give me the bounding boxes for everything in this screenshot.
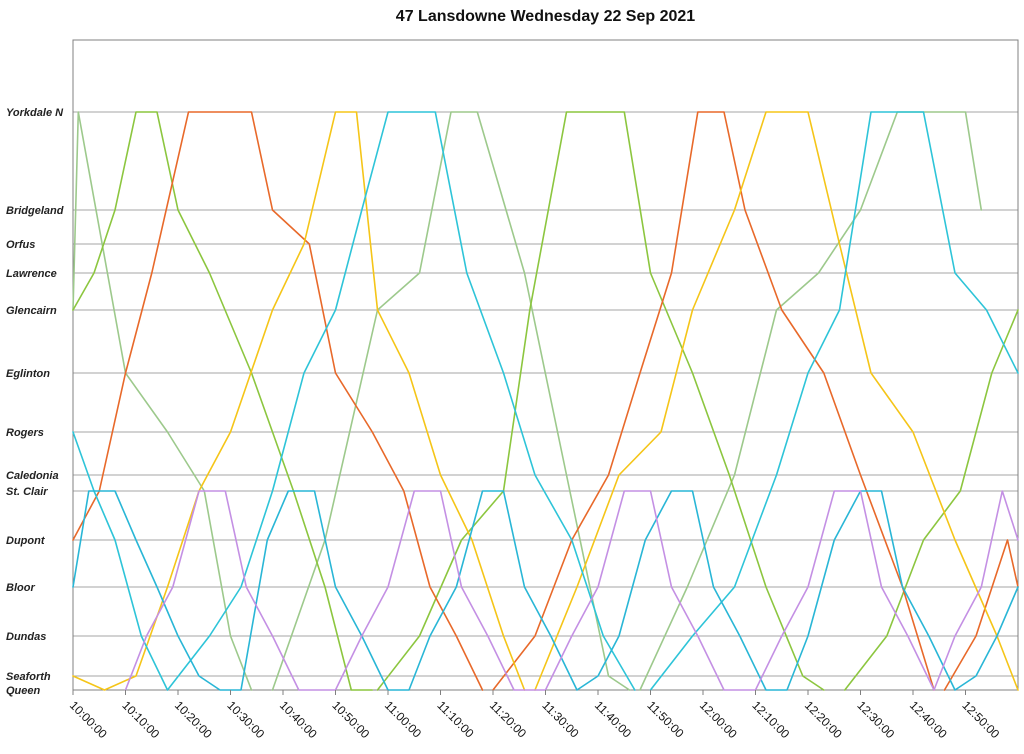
x-tick-label: 11:50:00 — [644, 698, 687, 741]
x-tick-label: 12:40:00 — [907, 698, 950, 741]
stop-label-glencairn: Glencairn — [6, 305, 57, 317]
x-tick-label: 11:30:00 — [539, 698, 582, 741]
stop-label-seaforth: Seaforth — [6, 671, 51, 683]
stop-label-rogers: Rogers — [6, 427, 44, 439]
stop-label-queen: Queen — [6, 685, 41, 697]
x-tick-label: 10:20:00 — [172, 698, 215, 741]
stop-labels: Yorkdale N Bridgeland Orfus Lawrence Glencai… — [6, 107, 64, 697]
vehicle-trip-line-6 — [844, 309, 1019, 691]
vehicle-trip-line-9 — [943, 539, 1019, 691]
vehicle-trip-line-7 — [72, 111, 484, 691]
stop-label-eglinton: Eglinton — [6, 368, 50, 380]
stop-label-orfus: Orfus — [6, 239, 35, 251]
x-tick-label: 10:30:00 — [224, 698, 267, 741]
x-tick-label: 12:50:00 — [959, 698, 1002, 741]
x-tick-label: 12:30:00 — [854, 698, 897, 741]
stop-label-dupont: Dupont — [6, 535, 46, 547]
stop-label-dundas: Dundas — [6, 631, 46, 643]
stop-label-lawrence: Lawrence — [6, 268, 57, 280]
stop-label-yorkdale-n: Yorkdale N — [6, 107, 64, 119]
vehicle-trip-line-8 — [492, 111, 935, 691]
vehicle-trip-line-4 — [72, 111, 374, 691]
vehicle-trip-line-3 — [639, 111, 983, 691]
vehicle-trip-line-11 — [534, 111, 1019, 691]
vehicle-trip-line-5 — [376, 111, 825, 691]
stop-label-st-clair: St. Clair — [6, 486, 48, 498]
x-tick-label: 12:10:00 — [749, 698, 792, 741]
gridlines — [73, 111, 1018, 677]
chart-title: 47 Lansdowne Wednesday 22 Sep 2021 — [395, 8, 696, 25]
stop-label-bridgeland: Bridgeland — [6, 205, 64, 217]
vehicle-trip-line-15 — [124, 490, 1019, 691]
x-tick-label: 10:10:00 — [119, 698, 162, 741]
vehicle-trip-line-2 — [271, 111, 631, 691]
x-tick-label: 11:20:00 — [487, 698, 530, 741]
x-tick-label: 10:40:00 — [277, 698, 320, 741]
vehicle-trip-line-10 — [72, 111, 526, 691]
vehicle-trip-line-13 — [649, 111, 1019, 691]
x-tick-label: 12:00:00 — [697, 698, 740, 741]
x-tick-label: 10:00:00 — [67, 698, 110, 741]
x-tick-label: 12:20:00 — [802, 698, 845, 741]
x-tick-label: 10:50:00 — [329, 698, 372, 741]
stop-label-caledonia: Caledonia — [6, 470, 59, 482]
x-tick-labels: 10:00:00 10:10:00 10:20:00 10:30:00 10:40:00… — [67, 690, 1003, 741]
vehicle-trip-line-1 — [72, 111, 253, 691]
stop-label-bloor: Bloor — [6, 582, 35, 594]
plot-area-border — [72, 39, 1019, 691]
series-group — [72, 111, 1019, 691]
x-tick-label: 11:00:00 — [382, 698, 425, 741]
vehicle-trip-line-14 — [72, 490, 1019, 691]
x-tick-label: 11:40:00 — [592, 698, 635, 741]
vehicle-trip-line-12 — [72, 111, 636, 691]
x-tick-label: 11:10:00 — [434, 698, 477, 741]
